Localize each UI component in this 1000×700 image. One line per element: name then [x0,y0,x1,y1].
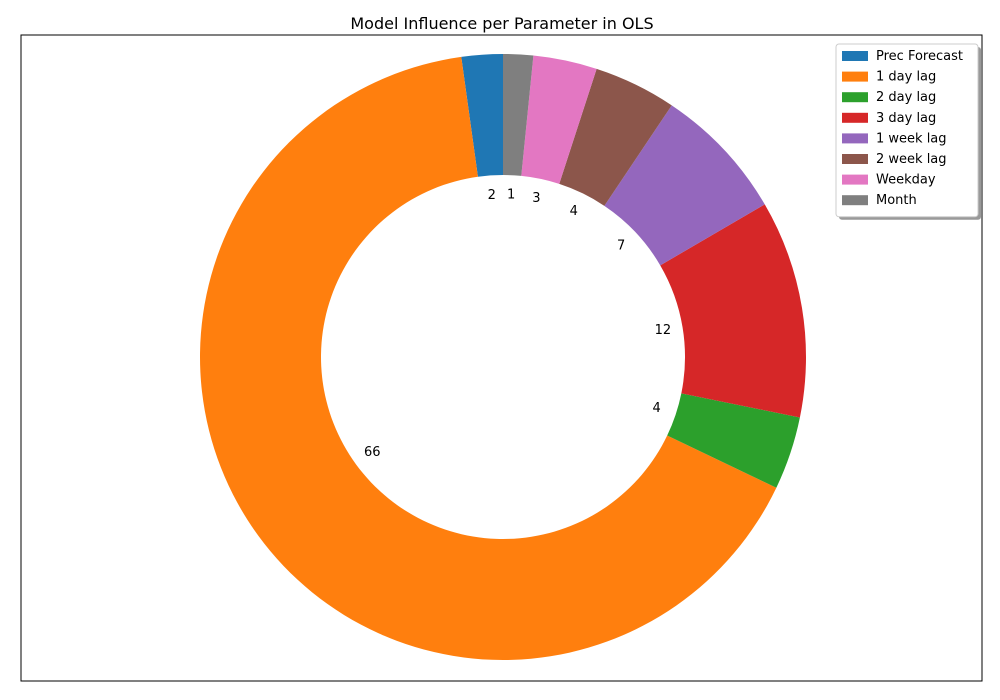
slice-2-day-lag [667,393,800,488]
slice-1-day-lag [200,56,777,660]
slice-label-2-week-lag: 4 [570,204,578,219]
slice-label-3-day-lag: 12 [655,323,672,338]
legend-swatch-1-day-lag [842,71,868,82]
legend: Prec Forecast 1 day lag 2 day lag 3 day lag… [835,43,981,220]
legend-swatch-1-week-lag [842,133,868,144]
legend-label-1-day-lag: 1 day lag [876,70,936,85]
slice-month [503,54,534,176]
legend-label-weekday: Weekday [876,173,936,188]
slice-label-weekday: 3 [532,191,540,206]
slice-label-1-week-lag: 7 [617,239,625,254]
slice-label-prec-forecast: 2 [488,188,496,203]
legend-label-2-day-lag: 2 day lag [876,90,936,105]
legend-swatch-3-day-lag [842,112,868,123]
legend-label-month: Month [876,193,917,208]
slice-prec-forecast [461,54,503,177]
slice-weekday [521,55,597,184]
legend-swatch-month [842,195,868,206]
slice-3-day-lag [660,204,806,418]
slices-group [200,54,806,660]
legend-swatch-2-day-lag [842,92,868,103]
labels-group: 2 66 4 12 7 4 3 1 [364,188,671,460]
chart-title: Model Influence per Parameter in OLS [350,14,653,33]
slice-1-week-lag [604,105,765,266]
legend-label-3-day-lag: 3 day lag [876,111,936,126]
legend-label-2-week-lag: 2 week lag [876,152,947,167]
legend-swatch-weekday [842,174,868,185]
legend-swatch-prec-forecast [842,51,868,61]
slice-2-week-lag [559,68,672,206]
slice-label-2-day-lag: 4 [652,401,660,416]
legend-box [835,43,979,218]
legend-swatch-2-week-lag [842,154,868,164]
slice-label-1-day-lag: 66 [364,445,381,460]
legend-label-prec-forecast: Prec Forecast [876,49,963,64]
slice-label-month: 1 [507,188,515,203]
legend-label-1-week-lag: 1 week lag [876,131,947,146]
